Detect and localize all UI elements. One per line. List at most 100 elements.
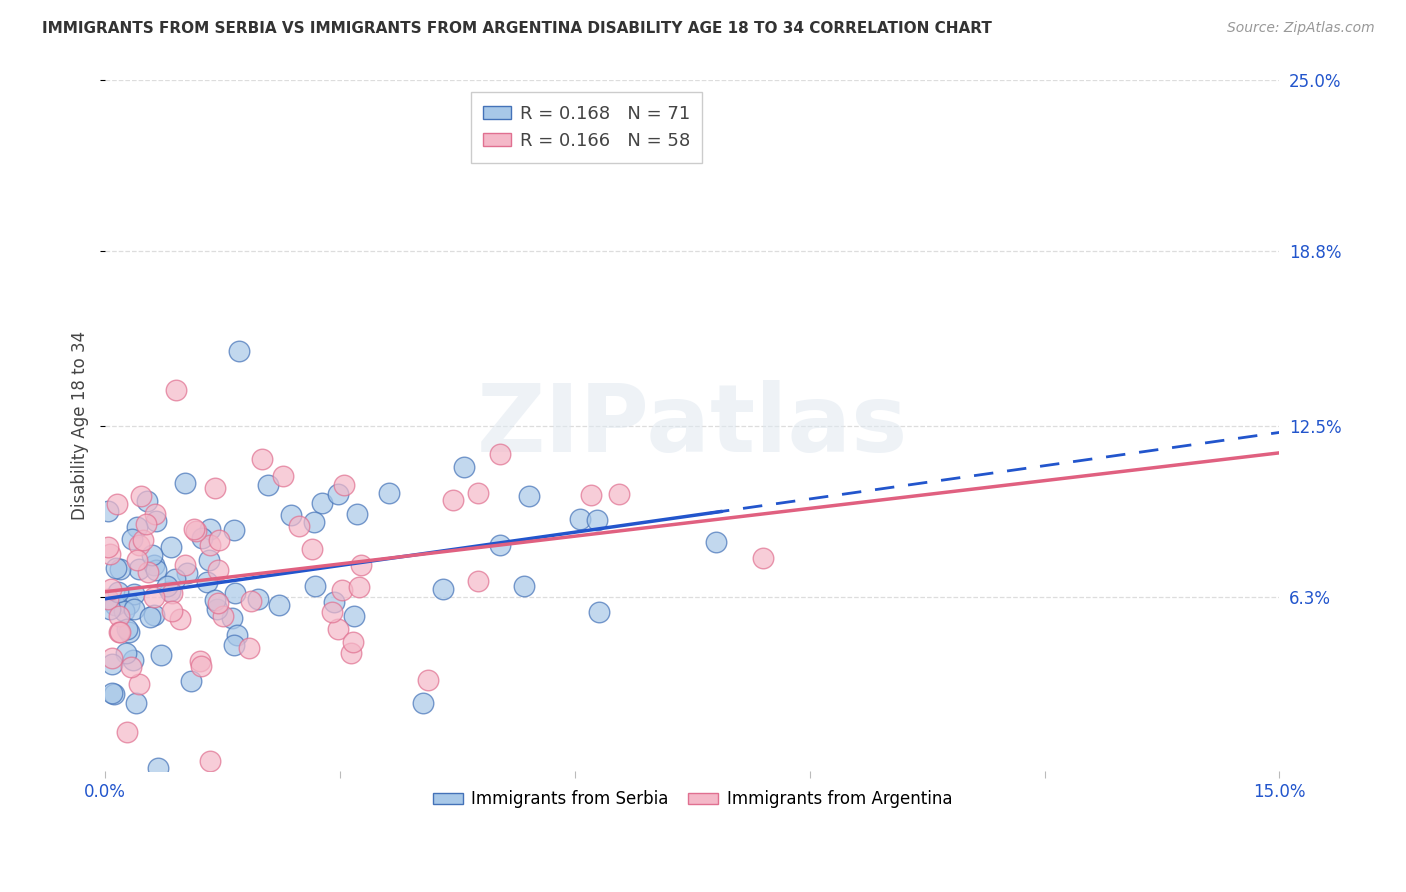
Point bbox=[174, 558, 197, 573]
Point bbox=[128, 676, 150, 690]
Point bbox=[97, 592, 120, 607]
Point bbox=[256, 478, 278, 492]
Point bbox=[176, 566, 198, 580]
Point bbox=[581, 488, 603, 502]
Point bbox=[97, 540, 120, 554]
Point bbox=[280, 508, 302, 523]
Point bbox=[118, 625, 141, 640]
Point bbox=[98, 547, 121, 561]
Point bbox=[208, 533, 231, 548]
Point bbox=[222, 639, 245, 653]
Point bbox=[101, 650, 124, 665]
Point bbox=[98, 601, 121, 615]
Point bbox=[101, 686, 124, 700]
Point bbox=[169, 611, 191, 625]
Point bbox=[441, 492, 464, 507]
Point bbox=[145, 514, 167, 528]
Legend: Immigrants from Serbia, Immigrants from Argentina: Immigrants from Serbia, Immigrants from … bbox=[426, 783, 959, 815]
Point bbox=[104, 599, 127, 613]
Point bbox=[159, 583, 181, 598]
Point bbox=[204, 593, 226, 607]
Point bbox=[108, 625, 131, 640]
Point bbox=[195, 574, 218, 589]
Point bbox=[103, 687, 125, 701]
Point bbox=[188, 653, 211, 667]
Point bbox=[326, 622, 349, 636]
Point bbox=[333, 477, 356, 491]
Point bbox=[108, 562, 131, 576]
Point bbox=[588, 606, 610, 620]
Point bbox=[228, 343, 250, 358]
Point bbox=[112, 604, 135, 618]
Point bbox=[122, 587, 145, 601]
Point bbox=[156, 579, 179, 593]
Point bbox=[141, 548, 163, 562]
Point bbox=[108, 609, 131, 624]
Point bbox=[222, 523, 245, 537]
Point bbox=[190, 531, 212, 545]
Point bbox=[190, 658, 212, 673]
Point bbox=[108, 625, 131, 640]
Point bbox=[183, 522, 205, 536]
Point bbox=[224, 586, 246, 600]
Point bbox=[118, 597, 141, 611]
Point bbox=[115, 725, 138, 739]
Point bbox=[122, 653, 145, 667]
Point bbox=[287, 519, 309, 533]
Point bbox=[350, 558, 373, 572]
Text: IMMIGRANTS FROM SERBIA VS IMMIGRANTS FROM ARGENTINA DISABILITY AGE 18 TO 34 CORR: IMMIGRANTS FROM SERBIA VS IMMIGRANTS FRO… bbox=[42, 21, 993, 36]
Point bbox=[301, 542, 323, 557]
Point bbox=[135, 517, 157, 532]
Point bbox=[138, 566, 160, 580]
Point bbox=[136, 494, 159, 508]
Point bbox=[122, 602, 145, 616]
Point bbox=[128, 538, 150, 552]
Point bbox=[586, 513, 609, 527]
Point bbox=[180, 674, 202, 689]
Point bbox=[163, 572, 186, 586]
Point bbox=[165, 383, 187, 397]
Point bbox=[271, 469, 294, 483]
Point bbox=[342, 635, 364, 649]
Point bbox=[519, 490, 541, 504]
Point bbox=[311, 496, 333, 510]
Point bbox=[125, 696, 148, 710]
Point bbox=[146, 761, 169, 775]
Point bbox=[198, 755, 221, 769]
Point bbox=[129, 489, 152, 503]
Point bbox=[467, 485, 489, 500]
Point bbox=[607, 487, 630, 501]
Point bbox=[304, 579, 326, 593]
Point bbox=[97, 504, 120, 518]
Point bbox=[302, 515, 325, 529]
Point bbox=[326, 486, 349, 500]
Point bbox=[267, 599, 290, 613]
Point bbox=[238, 641, 260, 656]
Point bbox=[186, 524, 208, 539]
Point bbox=[377, 486, 399, 500]
Point bbox=[205, 602, 228, 616]
Point bbox=[127, 552, 149, 566]
Point bbox=[115, 646, 138, 660]
Point bbox=[100, 582, 122, 596]
Point bbox=[704, 535, 727, 549]
Point bbox=[211, 609, 233, 624]
Point bbox=[142, 558, 165, 572]
Point bbox=[160, 540, 183, 554]
Point bbox=[174, 476, 197, 491]
Point bbox=[252, 451, 274, 466]
Point bbox=[340, 646, 363, 660]
Point bbox=[343, 609, 366, 624]
Point bbox=[569, 511, 592, 525]
Point bbox=[121, 532, 143, 546]
Point bbox=[143, 507, 166, 521]
Point bbox=[321, 605, 343, 619]
Y-axis label: Disability Age 18 to 34: Disability Age 18 to 34 bbox=[72, 331, 89, 520]
Point bbox=[752, 551, 775, 566]
Text: ZIPatlas: ZIPatlas bbox=[477, 380, 908, 472]
Point bbox=[240, 594, 263, 608]
Point bbox=[142, 590, 165, 604]
Point bbox=[416, 673, 439, 687]
Point bbox=[226, 627, 249, 641]
Point bbox=[142, 607, 165, 622]
